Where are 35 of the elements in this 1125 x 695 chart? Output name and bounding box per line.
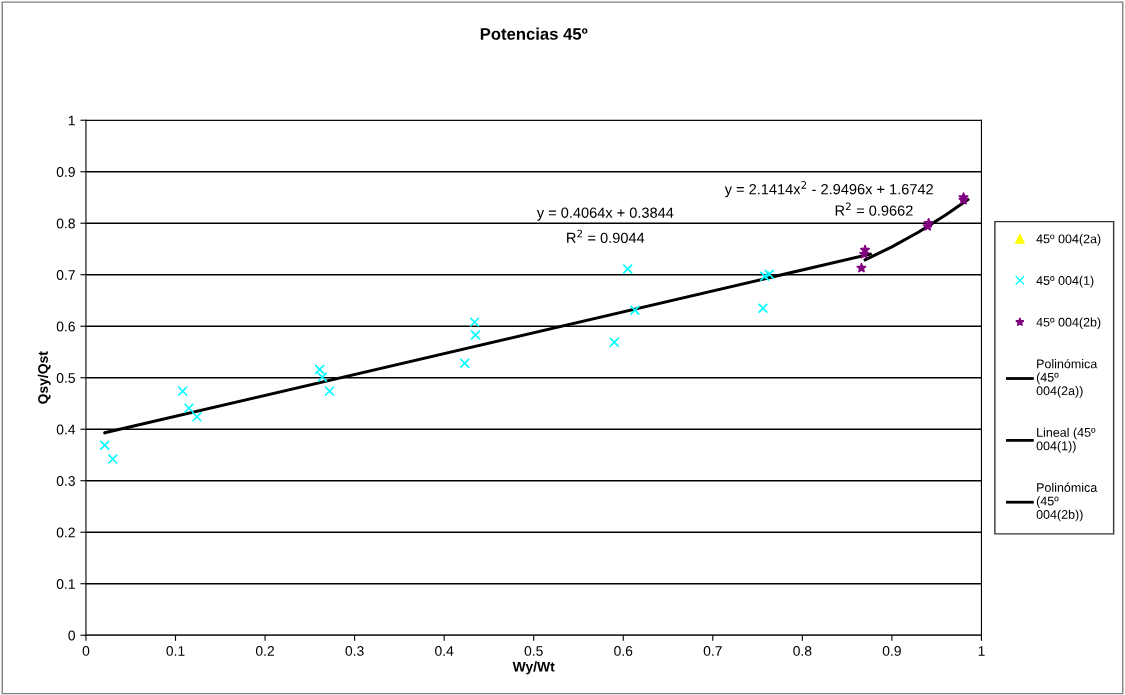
y-tick-label: 0.9	[56, 167, 75, 177]
annotation: y = 0.4064x + 0.3844	[536, 207, 674, 221]
legend-label: Polinómica (45º 004(2a))	[1036, 358, 1098, 398]
y-tick-label: 0.4	[56, 424, 76, 435]
y-tick-label: 0.8	[56, 218, 75, 229]
chart-title: Potencias 45º	[480, 27, 588, 40]
x-tick-label: 0.3	[345, 646, 364, 656]
x-tick-label: 0.1	[166, 646, 185, 656]
x-tick-label: 0.2	[255, 646, 275, 656]
x-tick-label: 1	[978, 646, 985, 656]
y-tick-label: 0.3	[56, 476, 75, 486]
x-tick-label: 0	[82, 646, 90, 656]
x-tick-label: 0.8	[793, 646, 812, 656]
legend-label: 45º 004(2b)	[1036, 317, 1101, 330]
legend-label: 45º 004(1)	[1036, 275, 1094, 288]
legend-label: 45º 004(2a)	[1036, 234, 1101, 246]
annotation: R$^{2}$ = 0.9044	[567, 229, 645, 243]
x-tick-label: 0.4	[435, 646, 454, 656]
y-tick-label: 0.7	[56, 270, 75, 280]
x-tick-label: 0.9	[882, 646, 901, 656]
annotation: y = 2.1414x$^{2}$ - 2.9496x + 1.6742	[724, 181, 933, 198]
y-tick-label: 0.6	[56, 321, 75, 332]
x-tick-label: 0.5	[524, 646, 543, 656]
x-tick-label: 0.6	[614, 646, 633, 656]
legend-label: Polinómica (45º 004(2b))	[1036, 482, 1098, 522]
annotation: R$^{2}$ = 0.9662	[835, 202, 913, 216]
y-tick-label: 0.5	[56, 373, 75, 383]
y-axis-title: Qsy/Qst	[37, 351, 51, 404]
y-tick-label: 0.1	[56, 579, 75, 589]
x-axis-title: Wy/Wt	[512, 661, 555, 675]
y-tick-label: 1	[68, 115, 75, 126]
x-tick-label: 0.7	[703, 646, 722, 656]
legend-label: Lineal (45º 004(1))	[1036, 427, 1096, 453]
y-tick-label: 0	[68, 630, 75, 641]
y-tick-label: 0.2	[56, 527, 75, 538]
